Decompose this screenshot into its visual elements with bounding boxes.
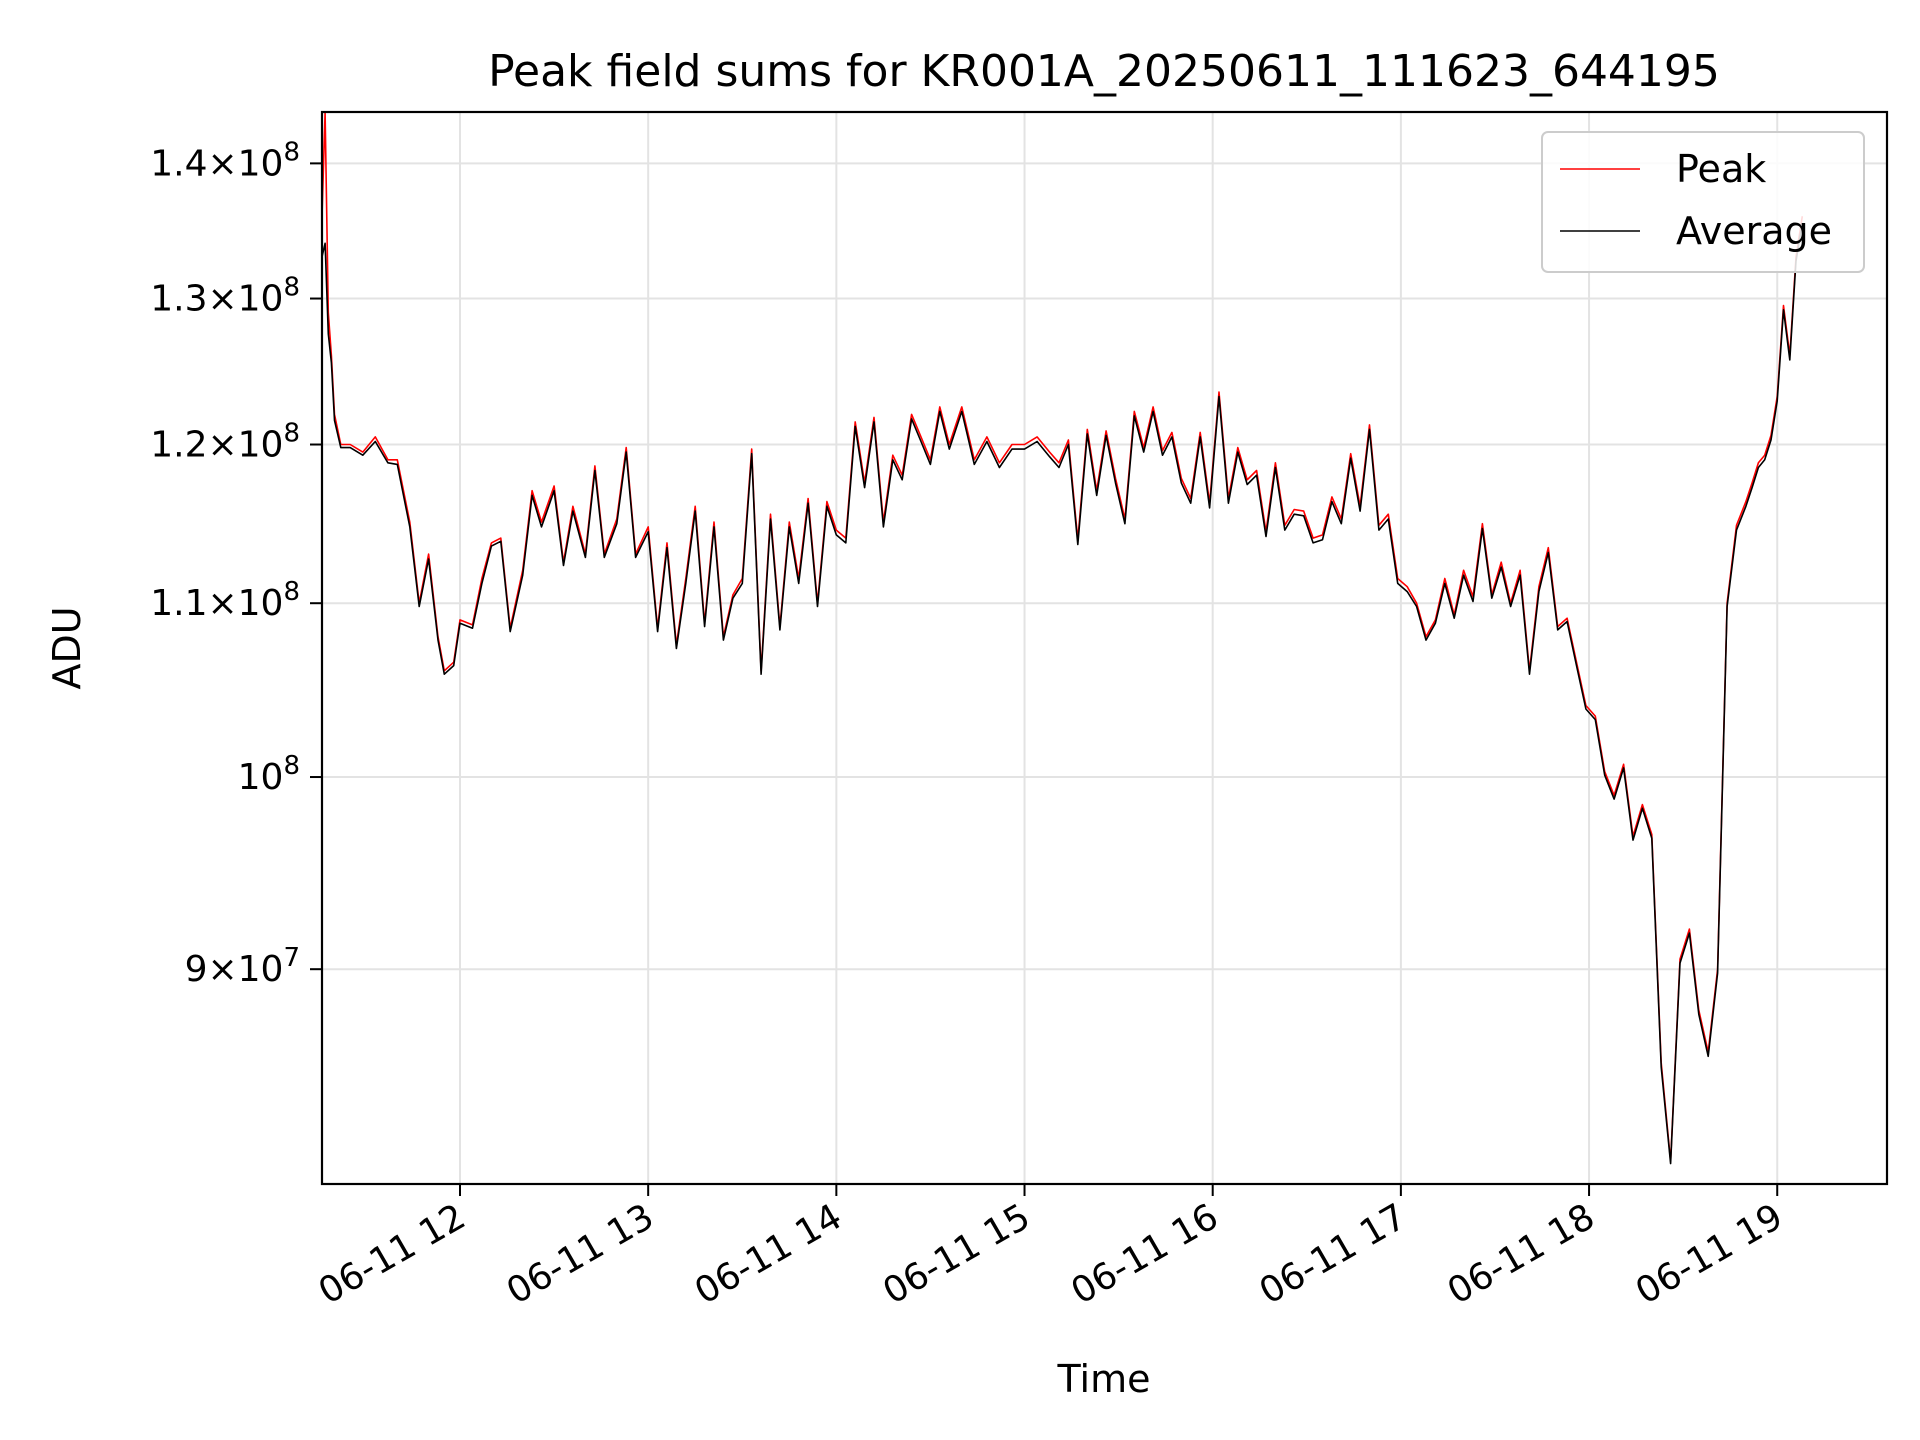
series-layer xyxy=(322,112,1804,1165)
legend-peak-label: Peak xyxy=(1676,147,1766,191)
legend: Peak Average xyxy=(1541,131,1865,273)
y-ticks: 9×107 108 1.1×108 1.2×108 1.3×108 1.4×108 xyxy=(150,137,322,990)
grid xyxy=(322,112,1887,1184)
y-axis-label: ADU xyxy=(45,606,89,689)
y-tick-label: 1.2×108 xyxy=(150,419,300,466)
plot-frame xyxy=(320,110,1889,1186)
y-tick-label: 9×107 xyxy=(185,943,300,990)
legend-box xyxy=(1541,131,1865,273)
y-tick-label: 1.1×108 xyxy=(150,577,300,624)
legend-average-label: Average xyxy=(1676,209,1832,253)
y-tick-label: 108 xyxy=(238,751,300,798)
y-tick-label: 1.3×108 xyxy=(150,273,300,320)
chart-title: Peak field sums for KR001A_20250611_1116… xyxy=(488,46,1720,97)
x-axis-label: Time xyxy=(1057,1357,1151,1401)
y-tick-label: 1.4×108 xyxy=(150,137,300,184)
series-line-average xyxy=(322,222,1804,1165)
